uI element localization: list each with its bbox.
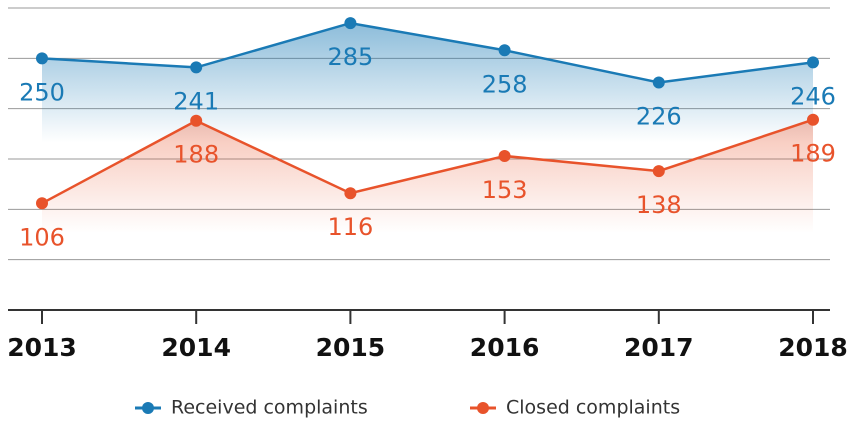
point bbox=[498, 44, 511, 57]
x-tick-label: 2017 bbox=[624, 333, 694, 362]
point bbox=[652, 165, 665, 178]
x-tick-label: 2013 bbox=[7, 333, 77, 362]
point bbox=[652, 76, 665, 89]
area bbox=[42, 119, 813, 234]
value-label: 258 bbox=[482, 70, 528, 98]
point bbox=[807, 56, 819, 69]
line bbox=[41, 118, 814, 205]
line bbox=[41, 21, 814, 84]
value-label: 285 bbox=[327, 43, 373, 71]
value-label: 250 bbox=[19, 78, 65, 106]
value-label: 246 bbox=[790, 82, 836, 110]
value-label: 189 bbox=[790, 140, 836, 168]
legend-marker bbox=[142, 402, 154, 414]
point bbox=[190, 114, 203, 127]
value-label: 241 bbox=[173, 87, 219, 115]
legend-label: Received complaints bbox=[171, 397, 368, 419]
point bbox=[344, 17, 357, 30]
x-tick-label: 2015 bbox=[316, 333, 386, 362]
point bbox=[36, 197, 48, 210]
point bbox=[36, 52, 48, 65]
value-label: 106 bbox=[19, 223, 65, 251]
area bbox=[42, 23, 813, 143]
value-label: 226 bbox=[636, 102, 682, 130]
point bbox=[498, 149, 511, 162]
point bbox=[190, 61, 203, 74]
value-label: 116 bbox=[327, 213, 373, 241]
x-tick-label: 2014 bbox=[161, 333, 231, 362]
value-label: 138 bbox=[636, 191, 682, 219]
point bbox=[807, 113, 819, 126]
x-tick-label: 2018 bbox=[778, 333, 847, 362]
value-label: 153 bbox=[482, 176, 528, 204]
point bbox=[344, 187, 357, 200]
value-label: 188 bbox=[173, 141, 219, 169]
x-tick-label: 2016 bbox=[470, 333, 540, 362]
legend-marker bbox=[477, 402, 489, 414]
legend-label: Closed complaints bbox=[506, 397, 680, 419]
